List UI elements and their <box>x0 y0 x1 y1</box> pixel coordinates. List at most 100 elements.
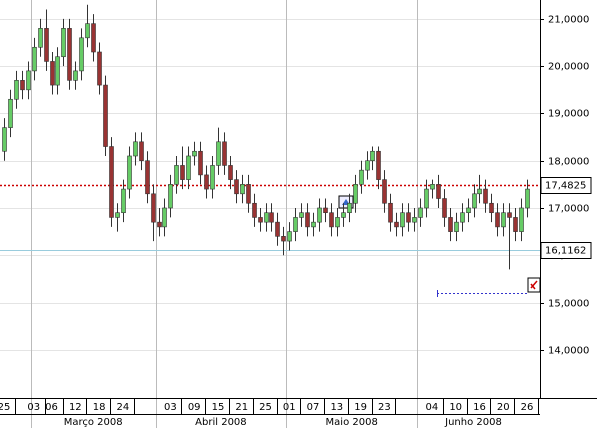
candle-body <box>507 212 512 218</box>
candle-body <box>365 160 370 171</box>
candle-body <box>2 127 7 152</box>
x-tick-label: 23 <box>378 402 391 413</box>
candle-body <box>293 217 298 232</box>
candle-body <box>133 141 138 157</box>
candle-body <box>281 236 286 242</box>
candle-body <box>394 221 399 228</box>
candle-body <box>525 188 530 209</box>
month-label: Junho 2008 <box>444 417 502 428</box>
candle-body <box>204 174 209 190</box>
candle-body <box>8 98 13 128</box>
y-tick-label: 17,0000 <box>548 204 589 215</box>
candle-body <box>228 165 233 180</box>
price-label-box <box>540 242 592 259</box>
candle-body <box>460 212 465 223</box>
candle-body <box>483 188 488 204</box>
candle-body <box>489 202 494 214</box>
candle-body <box>513 217 518 232</box>
candle-body <box>466 207 471 214</box>
candle-body <box>157 221 162 228</box>
candle-body <box>85 23 90 39</box>
candle-body <box>192 150 197 157</box>
candle-body <box>323 207 328 214</box>
x-tick-label: 04 <box>426 402 439 413</box>
candle-body <box>424 188 429 209</box>
x-tick-label: 07 <box>307 402 320 413</box>
candle-body <box>121 188 126 214</box>
candle-body <box>115 212 120 218</box>
candle-body <box>400 212 405 228</box>
candle-body <box>329 212 334 228</box>
x-tick-label: 03 <box>27 402 40 413</box>
x-tick-label: 01 <box>283 402 296 413</box>
candle-body <box>79 37 84 72</box>
x-tick-label: 06 <box>45 402 58 413</box>
candle-body <box>472 193 477 209</box>
candle-body <box>180 165 185 180</box>
candle-body <box>501 212 506 228</box>
x-tick-label: 18 <box>93 402 106 413</box>
x-tick-label: 10 <box>449 402 462 413</box>
candle-body <box>376 150 381 180</box>
candle-body <box>67 28 72 81</box>
candle-body <box>418 207 423 218</box>
candle-body <box>151 193 156 223</box>
candle-body <box>168 184 173 209</box>
candle-body <box>335 217 340 228</box>
candle-body <box>252 202 257 218</box>
candle-body <box>91 23 96 53</box>
candle-body <box>50 61 55 86</box>
measure-icon <box>527 277 541 293</box>
candle-body <box>264 212 269 223</box>
candle-body <box>477 188 482 195</box>
candle-body <box>275 221 280 237</box>
candle-body <box>370 150 375 162</box>
x-tick-label: 09 <box>188 402 201 413</box>
y-tick-label: 21,0000 <box>548 15 589 26</box>
candle-body <box>109 146 114 218</box>
candle-body <box>162 207 167 228</box>
candle-body <box>127 155 132 190</box>
candle-body <box>44 28 49 62</box>
candle-body <box>61 28 66 58</box>
candle-body <box>246 184 251 204</box>
x-tick-label: 03 <box>164 402 177 413</box>
candle-body <box>430 184 435 190</box>
month-label: Maio 2008 <box>326 417 378 428</box>
candle-body <box>454 221 459 232</box>
x-tick-label: 12 <box>69 402 82 413</box>
candle-body <box>198 150 203 176</box>
x-tick-label: 24 <box>116 402 129 413</box>
candle-body <box>347 202 352 214</box>
y-tick-label: 14,0000 <box>548 346 589 357</box>
candle-body <box>73 70 78 81</box>
candle-body <box>388 202 393 223</box>
month-label: Março 2008 <box>64 417 123 428</box>
candle-body <box>317 207 322 223</box>
candle-body <box>210 165 215 190</box>
candle-body <box>495 212 500 228</box>
candle-body <box>97 51 102 86</box>
candle-body <box>14 80 19 100</box>
candle-body <box>174 165 179 185</box>
candle-body <box>145 160 150 195</box>
x-tick-label: 15 <box>212 402 225 413</box>
candle-body <box>216 141 221 166</box>
candle-body <box>234 179 239 195</box>
x-tick-label: 19 <box>354 402 367 413</box>
candle-body <box>139 141 144 162</box>
candle-body <box>222 141 227 166</box>
candle-body <box>353 184 358 204</box>
candle-body <box>186 155 191 180</box>
candle-body <box>55 56 60 86</box>
x-tick-label: 25 <box>0 402 10 413</box>
price-label: 16,1162 <box>545 246 586 257</box>
candle-body <box>269 212 274 223</box>
candle-body <box>299 212 304 218</box>
candle-body <box>341 212 346 218</box>
candle-body <box>311 221 316 228</box>
x-tick-label: 20 <box>497 402 510 413</box>
candle-body <box>442 198 447 218</box>
x-tick-label: 25 <box>259 402 272 413</box>
price-label: 17,4825 <box>545 181 586 192</box>
